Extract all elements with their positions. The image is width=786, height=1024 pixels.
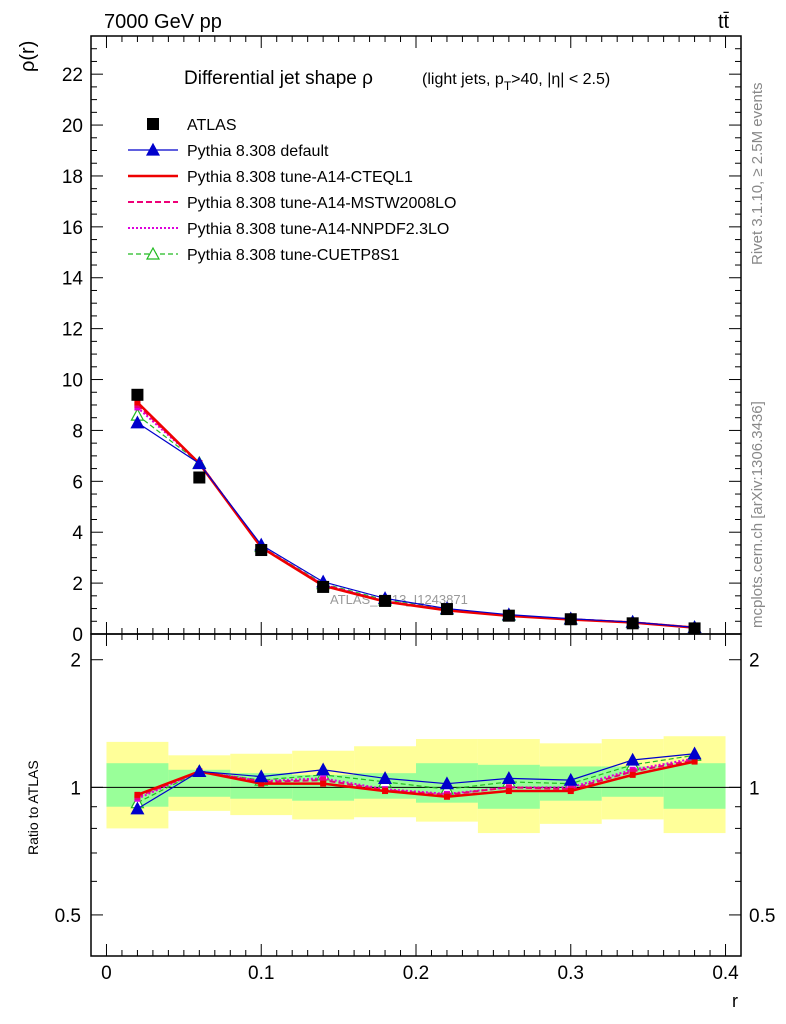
data-point [688, 622, 701, 635]
ratio-plot-series [130, 746, 702, 815]
y-tick-label: 10 [62, 371, 83, 392]
ratio-y-tick-label-right: 1 [749, 778, 760, 799]
ratio-y-tick-label-right: 0.5 [749, 906, 775, 927]
triangle-marker [563, 772, 578, 786]
ratio-series-line [137, 757, 695, 800]
triangle-marker [254, 769, 269, 783]
triangle-marker [625, 752, 640, 766]
mcplots-label: mcplots.cern.ch [arXiv:1306.3436] [749, 401, 766, 628]
triangle-marker [192, 764, 207, 778]
plot-title-main: Differential jet shape ρ [184, 68, 373, 89]
ratio-y-tick-label: 2 [70, 651, 81, 672]
rivet-label: Rivet 3.1.10, ≥ 2.5M events [749, 83, 766, 266]
y-axis-label-text: ρ(r) [17, 41, 39, 72]
small-square-marker [320, 777, 327, 784]
data-point [564, 613, 577, 626]
main-series-line [137, 422, 695, 628]
small-square-marker [629, 771, 636, 778]
triangle-marker [439, 776, 454, 790]
ratio-y-tick-label: 0.5 [55, 906, 81, 927]
small-square-marker [382, 788, 389, 795]
data-point [440, 603, 453, 616]
main-plot-series [130, 388, 702, 635]
title-detail-text: (light jets, pT>40, |η| < 2.5) [422, 71, 610, 93]
y-tick-label: 22 [62, 65, 83, 86]
data-point [193, 471, 206, 484]
y-tick-label: 0 [72, 625, 83, 646]
ratio-y-axis-label: Ratio to ATLAS [25, 760, 41, 855]
small-square-marker [629, 768, 636, 775]
ratio-y-tick-label-right: 2 [749, 651, 760, 672]
x-axis-label: r [732, 991, 738, 1011]
triangle-marker [130, 415, 145, 429]
small-square-marker [443, 793, 450, 800]
triangle-marker [687, 746, 702, 760]
plot-title-detail: (light jets, pT>40, |η| < 2.5) [422, 71, 610, 93]
data-point [317, 580, 330, 593]
triangle-marker [145, 246, 161, 260]
triangle-marker [378, 771, 393, 784]
x-tick-label: 0.2 [403, 963, 429, 984]
data-point [131, 388, 144, 401]
x-tick-label: 0.4 [712, 963, 739, 984]
y-tick-label: 20 [62, 116, 83, 137]
x-tick-label: 0.1 [248, 963, 274, 984]
y-tick-label: 16 [62, 218, 83, 239]
legend-entry-label: Pythia 8.308 tune-A14-MSTW2008LO [187, 195, 456, 212]
triangle-marker [501, 771, 516, 784]
ratio-series-line [137, 754, 695, 804]
small-square-marker [691, 758, 698, 765]
data-point [502, 609, 515, 622]
data-point [626, 617, 639, 630]
legend: ATLAS Pythia 8.308 default Pythia 8.308 tu… [128, 117, 456, 264]
y-tick-label: 12 [62, 320, 83, 341]
legend-entry-label: Pythia 8.308 default [187, 143, 329, 160]
y-tick-label: 2 [72, 574, 83, 595]
y-tick-label: 14 [62, 269, 84, 290]
small-square-marker [505, 788, 512, 795]
y-axis-label: ρ(r) [17, 41, 39, 72]
inner-band-bin [663, 763, 726, 809]
triangle-marker [192, 456, 207, 470]
legend-entry-label: ATLAS [187, 117, 237, 134]
triangle-marker [316, 762, 331, 776]
legend-entry-label: Pythia 8.308 tune-A14-NNPDF2.3LO [187, 221, 449, 238]
ratio-series-line [136, 760, 695, 799]
ratio-uncertainty-bands [91, 736, 741, 834]
ratio-y-tick-label: 1 [70, 778, 81, 799]
ratio-series-line [137, 753, 695, 810]
energy-label: 7000 GeV pp [104, 11, 222, 33]
y-tick-label: 8 [72, 421, 83, 442]
y-tick-label: 6 [72, 472, 83, 493]
triangle-marker [145, 142, 161, 156]
small-square-marker [567, 788, 574, 795]
data-point [255, 544, 268, 557]
small-square-marker [134, 399, 141, 406]
y-tick-label: 4 [72, 523, 83, 544]
x-tick-label: 0 [101, 963, 112, 984]
small-square-marker [320, 780, 327, 787]
small-square-marker [258, 780, 265, 787]
legend-entry-label: Pythia 8.308 tune-A14-CTEQL1 [187, 169, 413, 186]
data-point [379, 594, 392, 607]
legend-data-marker [147, 118, 159, 130]
small-square-marker [134, 791, 141, 798]
main-series-line [136, 401, 695, 629]
y-tick-label: 18 [62, 167, 83, 188]
legend-entry-label: Pythia 8.308 tune-CUETP8S1 [187, 247, 400, 264]
triangle-marker [130, 801, 145, 815]
small-square-marker [505, 784, 512, 791]
x-tick-label: 0.3 [558, 963, 584, 984]
process-label: tt̄ [718, 11, 730, 33]
ratio-series-line [137, 759, 695, 798]
